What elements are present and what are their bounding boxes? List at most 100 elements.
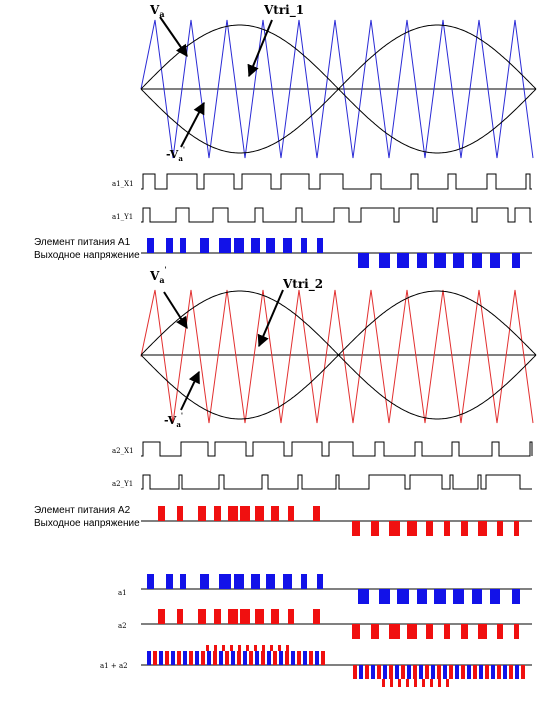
combined-pulse-bar <box>515 665 519 679</box>
output-pulse-bar <box>255 609 264 624</box>
combined-pulse-bar <box>443 665 447 679</box>
output-pulse-bar <box>478 624 487 639</box>
cell-a1-subtitle: Выходное напряжение <box>34 250 140 261</box>
combined-pulse-bar <box>262 645 265 651</box>
combined-pulse-bar <box>414 679 417 687</box>
output-pulse-bar <box>228 609 238 624</box>
output-pulse-bar <box>512 253 520 268</box>
switching-panel-1: a1_X1 a1_Y1 <box>112 173 532 223</box>
neg-va-arrow-1 <box>180 101 205 148</box>
cell-a2-subtitle: Выходное напряжение <box>34 518 140 529</box>
output-pulse-bar <box>444 521 450 536</box>
cell-a2-output-bars <box>158 506 519 536</box>
output-pulse-bar <box>426 521 433 536</box>
combined-pulse-bar <box>473 665 477 679</box>
combined-pulse-bar <box>231 651 235 665</box>
vtri1-arrow <box>247 19 273 78</box>
output-pulse-bar <box>147 238 154 253</box>
output-pulse-bar <box>397 589 409 604</box>
output-pulse-bar <box>434 253 446 268</box>
output-pulse-bar <box>444 624 450 639</box>
combined-pulse-bar <box>279 651 283 665</box>
combined-pulse-bar <box>238 645 241 651</box>
output-pulse-bar <box>240 609 250 624</box>
combined-pulse-bar <box>285 651 289 665</box>
combined-pulse-bar <box>309 651 313 665</box>
combined-pulse-bar <box>406 679 409 687</box>
output-pulse-bar <box>453 253 464 268</box>
cell-a1-title: Элемент питания A1 <box>34 237 131 248</box>
cell-a2-output-panel: Элемент питания A2 Выходное напряжение <box>34 505 532 536</box>
combined-pulse-bar <box>177 651 181 665</box>
combined-pulse-bar <box>446 679 449 687</box>
summary-panel: a1 a2 a1 + a2 <box>100 574 532 687</box>
vtri2-label: Vtri_2 <box>282 277 323 292</box>
a2-x1-label: a2_X1 <box>112 447 134 455</box>
combined-pulse-bar <box>398 679 401 687</box>
output-pulse-bar <box>512 589 520 604</box>
output-pulse-bar <box>266 238 275 253</box>
va-label-2: Va' <box>149 265 167 285</box>
combined-pulse-bar <box>497 665 501 679</box>
combined-pulse-bar <box>153 651 157 665</box>
output-pulse-bar <box>397 253 409 268</box>
combined-pulse-bar <box>189 651 193 665</box>
combined-pulse-bar <box>503 665 507 679</box>
combined-pulse-bar <box>390 679 393 687</box>
output-pulse-bar <box>434 589 446 604</box>
neg-va-label-1: -Va' <box>166 145 185 163</box>
a1-x1-switching-signal <box>141 173 532 190</box>
output-pulse-bar <box>497 624 503 639</box>
a2-y1-label: a2_Y1 <box>112 480 133 488</box>
output-pulse-bar <box>417 253 427 268</box>
output-pulse-bar <box>255 506 264 521</box>
output-pulse-bar <box>200 574 209 589</box>
output-pulse-bar <box>288 506 294 521</box>
output-pulse-bar <box>288 609 294 624</box>
output-pulse-bar <box>158 609 165 624</box>
combined-pulse-bar <box>485 665 489 679</box>
output-pulse-bar <box>352 521 360 536</box>
output-pulse-bar <box>514 521 519 536</box>
combined-pulse-bar <box>222 645 225 651</box>
output-pulse-bar <box>352 624 360 639</box>
output-pulse-bar <box>379 253 390 268</box>
va-arrow-1 <box>159 16 188 57</box>
combined-pulse-bar <box>201 651 205 665</box>
combined-pulse-bar <box>377 665 381 679</box>
output-pulse-bar <box>379 589 390 604</box>
a1-y1-label: a1_Y1 <box>112 213 133 221</box>
output-pulse-bar <box>158 506 165 521</box>
reference-wave-negative-1 <box>140 24 537 154</box>
output-pulse-bar <box>407 624 417 639</box>
output-pulse-bar <box>251 238 260 253</box>
output-pulse-bar <box>180 238 186 253</box>
output-pulse-bar <box>453 589 464 604</box>
output-pulse-bar <box>166 574 173 589</box>
sum-a1a2-bars <box>147 645 525 687</box>
output-pulse-bar <box>317 574 323 589</box>
combined-pulse-bar <box>249 651 253 665</box>
combined-pulse-bar <box>371 665 375 679</box>
output-pulse-bar <box>180 574 186 589</box>
combined-pulse-bar <box>438 679 441 687</box>
neg-va-label-2: -Va' <box>164 411 183 429</box>
combined-pulse-bar <box>230 645 233 651</box>
output-pulse-bar <box>198 506 206 521</box>
a2-y1-switching-signal <box>141 474 532 490</box>
combined-pulse-bar <box>291 651 295 665</box>
combined-pulse-bar <box>207 651 211 665</box>
vtri2-arrow <box>257 289 284 348</box>
combined-pulse-bar <box>254 645 257 651</box>
output-pulse-bar <box>514 624 519 639</box>
combined-pulse-bar <box>407 665 411 679</box>
output-pulse-bar <box>317 238 323 253</box>
combined-pulse-bar <box>422 679 425 687</box>
output-pulse-bar <box>214 506 221 521</box>
combined-pulse-bar <box>278 645 281 651</box>
sum-a1-bars <box>147 574 520 604</box>
combined-pulse-bar <box>521 665 525 679</box>
a1-y1-switching-signal <box>141 207 532 223</box>
sum-a1a2-label: a1 + a2 <box>100 662 128 670</box>
